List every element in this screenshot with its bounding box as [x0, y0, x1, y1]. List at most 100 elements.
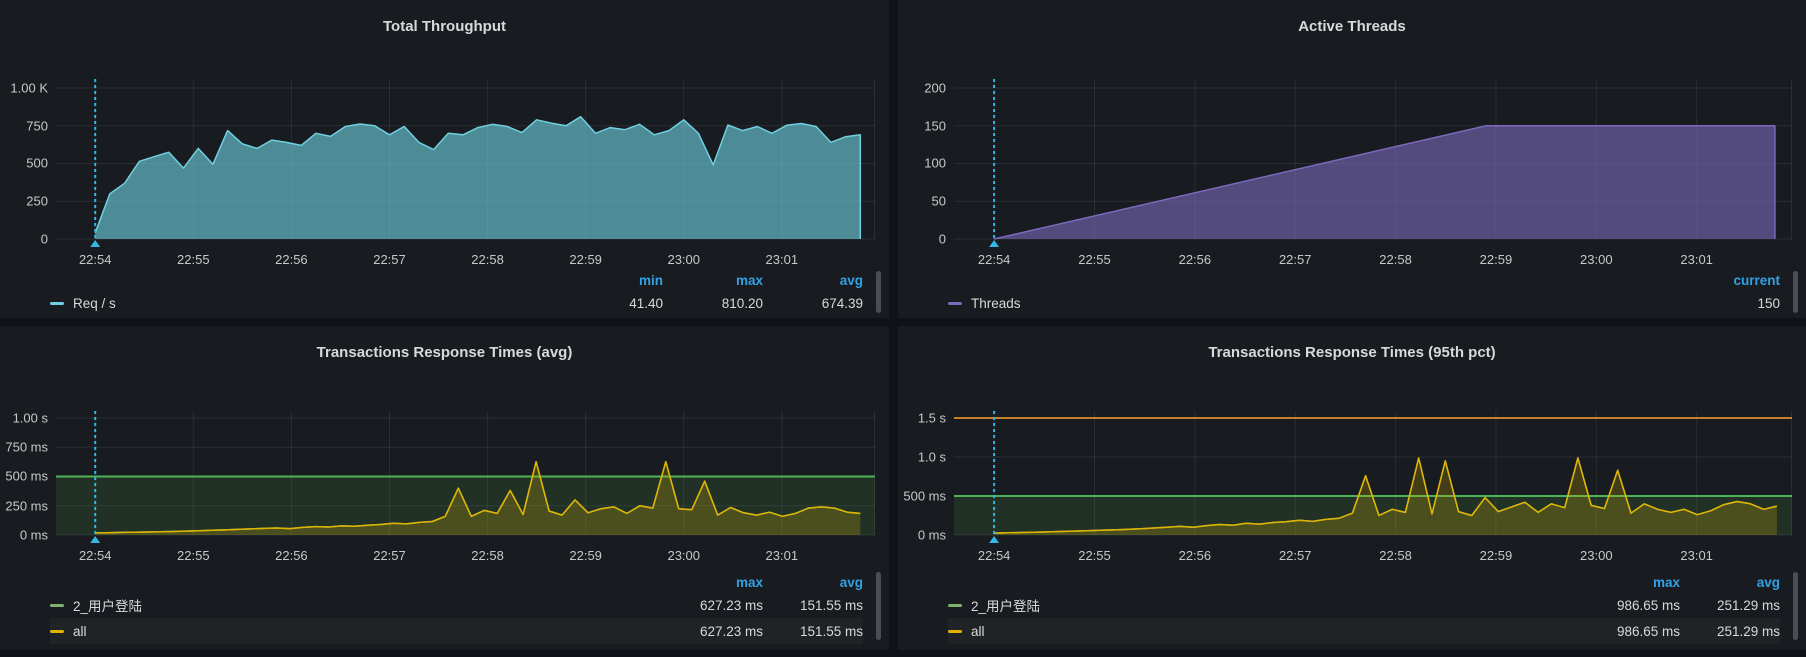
series-name[interactable]: Threads — [971, 296, 1021, 312]
series-name[interactable]: all — [73, 623, 87, 639]
annotation-marker[interactable] — [90, 239, 101, 247]
x-tick-label: 22:57 — [373, 547, 406, 563]
legend-col-current[interactable]: current — [1733, 273, 1780, 289]
y-tick-label: 250 ms — [5, 498, 48, 514]
series-color-dash[interactable] — [948, 302, 962, 306]
x-tick-label: 22:55 — [1078, 547, 1111, 563]
chart-canvas[interactable] — [56, 78, 875, 247]
x-tick-label: 22:55 — [177, 547, 210, 563]
legend-series-row: all 627.23 ms 151.55 ms — [50, 618, 863, 644]
panel-title[interactable]: Total Throughput — [382, 18, 507, 36]
annotation-marker[interactable] — [989, 239, 1000, 247]
panel-total-throughput: Total Throughput 0 250 500 750 1.00 K 22:54 2… — [0, 0, 889, 318]
legend-header: current — [948, 271, 1780, 291]
series-color-dash[interactable] — [50, 302, 64, 306]
x-tick-label: 23:00 — [667, 547, 701, 563]
legend-scrollbar-thumb[interactable] — [876, 270, 881, 313]
chart-response-times-avg: 0 ms 250 ms 500 ms 750 ms 1.00 s 22:54 22:55 2… — [0, 410, 889, 567]
series-name[interactable]: all — [971, 623, 985, 639]
legend-col-max[interactable]: max — [735, 273, 763, 289]
legend-col-min[interactable]: min — [638, 273, 663, 289]
panel-active-threads: Active Threads 0 50 100 150 200 22:54 22:55 22… — [898, 0, 1806, 318]
x-tick-label: 22:54 — [78, 251, 112, 267]
panel-title[interactable]: Active Threads — [1298, 18, 1406, 36]
series-color-dash[interactable] — [50, 603, 64, 607]
x-tick-label: 22:59 — [569, 547, 602, 563]
legend-col-max[interactable]: max — [735, 574, 763, 590]
y-axis: 0 50 100 150 200 — [898, 79, 954, 271]
chart-total-throughput: 0 250 500 750 1.00 K 22:54 22:55 22:56 22:57 22:… — [0, 78, 889, 271]
legend-series-row: Threads 150 — [948, 291, 1780, 317]
legend-value-avg: 151.55 ms — [799, 597, 863, 613]
x-tick-label: 22:57 — [1278, 547, 1312, 563]
legend-value-max: 810.20 — [721, 296, 763, 312]
series-name[interactable]: 2_用户登陆 — [971, 599, 1041, 614]
x-tick-label: 23:01 — [1680, 547, 1713, 563]
chart-canvas[interactable] — [56, 410, 875, 543]
legend-col-max[interactable]: max — [1652, 574, 1680, 590]
panel-title[interactable]: Transactions Response Times (95th pct) — [1208, 344, 1496, 362]
chart-response-times-95pct: 0 ms 500 ms 1.0 s 1.5 s 22:54 22:55 22:56 22:5… — [898, 410, 1806, 567]
series-name[interactable]: Req / s — [73, 296, 116, 312]
legend-series-row: Req / s 41.40 810.20 674.39 — [50, 291, 863, 317]
x-axis: 22:54 22:55 22:56 22:57 22:58 22:59 23:00 23:01 — [954, 543, 1792, 567]
annotation-marker[interactable] — [90, 535, 101, 543]
legend-series-row: 2_用户登陆 986.65 ms 251.29 ms — [948, 592, 1780, 618]
y-tick-label: 1.00 s — [12, 410, 48, 426]
series-color-dash[interactable] — [948, 629, 962, 633]
x-tick-label: 22:58 — [471, 251, 504, 267]
y-tick-label: 250 — [26, 193, 48, 209]
series-name[interactable]: 2_用户登陆 — [73, 599, 143, 614]
y-tick-label: 50 — [931, 193, 946, 209]
y-tick-label: 750 ms — [5, 439, 48, 455]
panel-response-times-avg: Transactions Response Times (avg) 0 ms 25… — [0, 326, 889, 650]
x-tick-label: 23:01 — [765, 251, 799, 267]
series-color-dash[interactable] — [948, 603, 962, 607]
legend-header: max avg — [948, 572, 1780, 592]
chart-canvas[interactable] — [954, 78, 1792, 247]
y-tick-label: 100 — [924, 155, 946, 171]
legend-value-max: 986.65 ms — [1616, 623, 1680, 639]
annotation-marker[interactable] — [989, 535, 1000, 543]
x-tick-label: 23:00 — [667, 251, 701, 267]
y-tick-label: 0 — [938, 231, 946, 247]
chart-active-threads: 0 50 100 150 200 22:54 22:55 22:56 22:57 22:58 22… — [898, 78, 1806, 271]
legend-col-avg[interactable]: avg — [1756, 574, 1780, 590]
x-tick-label: 22:56 — [1178, 547, 1212, 563]
x-tick-label: 22:54 — [977, 251, 1011, 267]
y-axis: 0 250 500 750 1.00 K — [0, 79, 56, 271]
series-line — [95, 460, 861, 534]
legend-value-max: 627.23 ms — [699, 623, 763, 639]
y-tick-label: 150 — [924, 118, 946, 134]
panel-title[interactable]: Transactions Response Times (avg) — [316, 344, 573, 362]
x-axis: 22:54 22:55 22:56 22:57 22:58 22:59 23:00 23:01 — [56, 247, 875, 271]
legend-scrollbar-thumb[interactable] — [1793, 572, 1798, 640]
y-tick-label: 0 — [40, 231, 48, 247]
legend-value-max: 627.23 ms — [699, 597, 763, 613]
legend-value-avg: 151.55 ms — [799, 623, 863, 639]
legend: current Threads 150 — [898, 270, 1806, 318]
y-tick-label: 200 — [924, 80, 946, 96]
y-tick-label: 0 ms — [917, 527, 946, 543]
x-tick-label: 22:55 — [1078, 251, 1111, 267]
chart-canvas[interactable] — [954, 410, 1792, 543]
legend-col-avg[interactable]: avg — [839, 273, 863, 289]
y-tick-label: 500 ms — [903, 488, 946, 504]
legend-scrollbar-thumb[interactable] — [876, 572, 881, 640]
legend-scrollbar-thumb[interactable] — [1793, 270, 1798, 313]
series-line — [94, 115, 862, 239]
series-line — [993, 124, 1776, 240]
series-line — [994, 457, 1778, 534]
x-tick-label: 22:59 — [1479, 251, 1513, 267]
threshold-region — [56, 476, 875, 535]
legend-col-avg[interactable]: avg — [839, 574, 863, 590]
series-area — [95, 461, 861, 535]
legend-value-avg: 674.39 — [821, 296, 863, 312]
y-tick-label: 1.0 s — [917, 449, 946, 465]
legend-value-max: 986.65 ms — [1616, 597, 1680, 613]
x-tick-label: 22:54 — [78, 547, 112, 563]
panel-response-times-95pct: Transactions Response Times (95th pct) 0… — [898, 326, 1806, 650]
legend-header: min max avg — [50, 271, 863, 291]
series-color-dash[interactable] — [50, 629, 64, 633]
